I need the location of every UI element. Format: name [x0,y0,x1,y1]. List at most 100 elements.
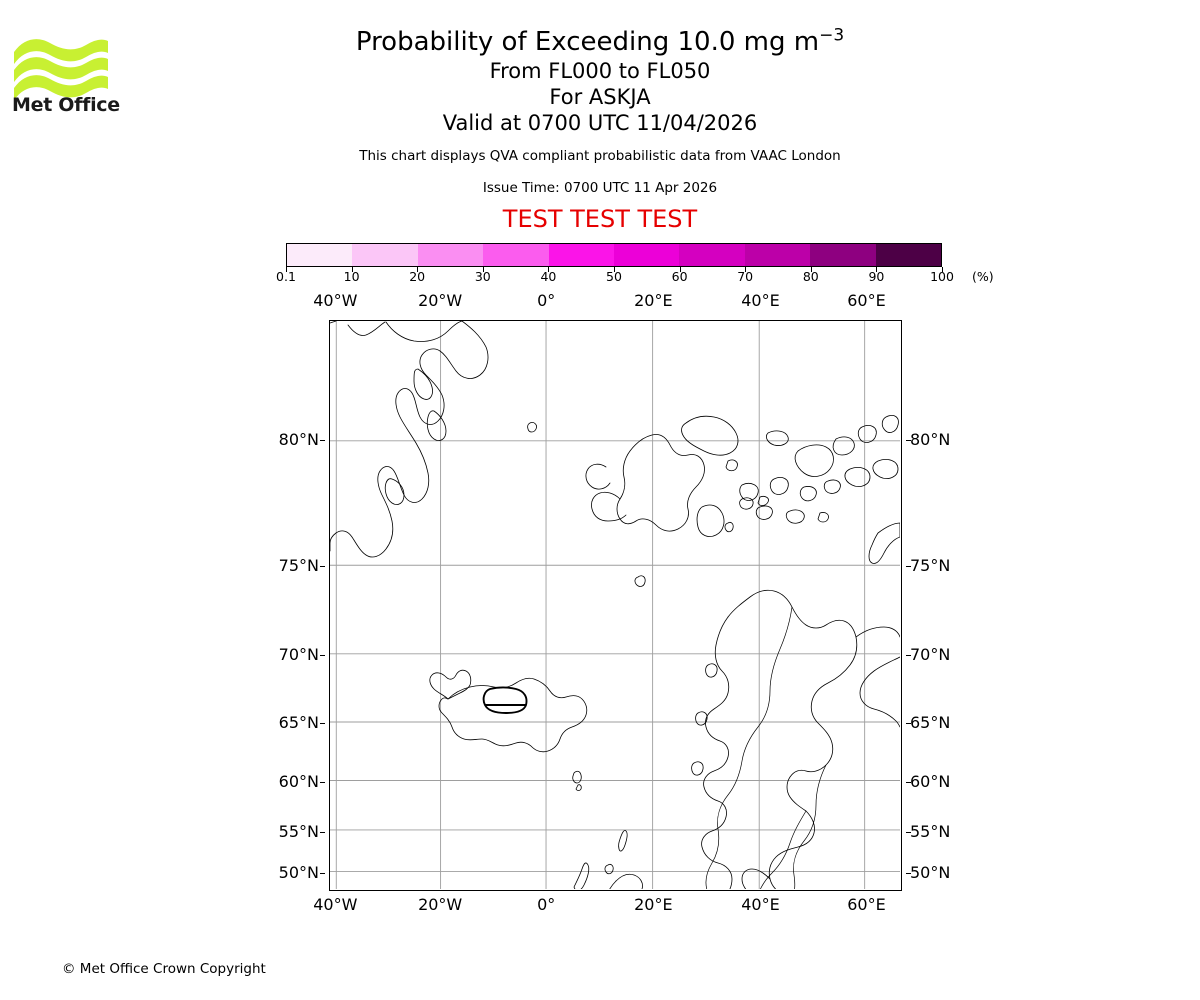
lon-label-top-20°E: 20°E [634,291,673,310]
colorbar-tick-label: 40 [540,269,557,284]
colorbar-tick [679,267,681,272]
colorbar-band-80-90 [810,244,876,266]
franz-josef-land [725,415,899,524]
latitude-labels-right: 80°N 75°N 70°N 65°N 60°N 55°N 50°N [906,320,986,891]
colorbar-tick-label: 20 [409,269,426,284]
colorbar-band-10-20 [352,244,418,266]
colorbar-band-90-100 [875,244,942,266]
lat-tick [906,873,911,875]
lat-label-left-75°N: 75°N [278,555,319,575]
longitude-labels-bottom: 40°W 20°W 0° 20°E 40°E 60°E [313,895,902,917]
colorbar-band-30-40 [483,244,549,266]
lat-label-right-75°N: 75°N [910,555,951,575]
lon-label-bottom-20°W: 20°W [418,895,463,914]
lon-label-top-40°E: 40°E [741,291,780,310]
lon-label-top-60°E: 60°E [847,291,886,310]
page-title: Probability of Exceeding 10.0 mg m−3 [355,25,845,57]
logo-text: Met Office [12,94,120,114]
colorbar-unit-label: (%) [972,269,994,284]
lat-label-right-80°N: 80°N [910,430,951,450]
lat-tick [906,565,911,567]
longitude-labels-top: 40°W 20°W 0° 20°E 40°E 60°E [313,291,902,313]
lat-label-right-50°N: 50°N [910,863,951,883]
lat-tick [320,873,325,875]
colorbar-tick [548,267,550,272]
colorbar-band-50-60 [614,244,680,266]
lat-label-right-60°N: 60°N [910,771,951,791]
colorbar-gradient [286,243,942,267]
colorbar-band-40-50 [548,244,615,266]
logo-wave-icon [14,39,108,100]
valid-time: Valid at 0700 UTC 11/04/2026 [442,111,758,135]
lon-label-bottom-60°E: 60°E [847,895,886,914]
colorbar-tick-label: 30 [474,269,491,284]
colorbar-tick [351,267,353,272]
colorbar-band-20-30 [417,244,484,266]
colorbar-tick-label: 70 [737,269,754,284]
lat-tick [320,781,325,783]
lat-tick [320,440,325,442]
lat-tick [320,654,325,656]
test-banner: TEST TEST TEST [502,205,698,233]
lat-label-left-70°N: 70°N [278,644,319,664]
lat-label-left-50°N: 50°N [278,863,319,883]
colorbar-ticks [286,267,943,277]
lon-label-bottom-20°E: 20°E [634,895,673,914]
colorbar-tick-label: 90 [868,269,885,284]
lon-label-top-40°W: 40°W [313,291,358,310]
lat-tick [906,723,911,725]
coastlines [330,321,900,889]
lon-label-bottom-40°W: 40°W [313,895,358,914]
colorbar-band-60-70 [679,244,745,266]
copyright-footer: © Met Office Crown Copyright [62,961,266,977]
issue-time: Issue Time: 0700 UTC 11 Apr 2026 [482,180,718,196]
colorbar-tick [942,267,943,272]
lat-tick [906,831,911,833]
colorbar-tick [482,267,484,272]
lat-tick [320,565,325,567]
flight-level-range: From FL000 to FL050 [489,59,711,83]
lat-tick [320,831,325,833]
colorbar-tick [417,267,419,272]
lat-label-right-65°N: 65°N [910,713,951,733]
lat-label-right-55°N: 55°N [910,821,951,841]
lat-tick [320,723,325,725]
country-borders [705,606,827,889]
met-office-logo: Met Office [12,22,122,114]
colorbar-tick-label: 0.1 [276,269,296,284]
colorbar-band-0.1-10 [287,244,353,266]
map-canvas [330,321,900,889]
colorbar-tick-label: 100 [930,269,954,284]
colorbar-tick [286,267,287,272]
colorbar-tick-label: 10 [343,269,360,284]
colorbar-tick [810,267,812,272]
lat-label-right-70°N: 70°N [910,644,951,664]
lat-tick [906,654,911,656]
map-graticule [330,321,900,889]
lat-tick [906,440,911,442]
compliance-note: This chart displays QVA compliant probab… [359,148,841,164]
volcano-name: For ASKJA [549,85,651,109]
lat-tick [906,781,911,783]
colorbar-band-70-80 [744,244,811,266]
colorbar-tick-label: 50 [606,269,622,284]
colorbar-tick [876,267,878,272]
latitude-labels-left: 80°N 75°N 70°N 65°N 60°N 55°N 50°N [249,320,325,891]
lon-label-top-0°: 0° [537,291,556,310]
lon-label-bottom-40°E: 40°E [741,895,780,914]
colorbar-tick-label: 60 [671,269,688,284]
lon-label-bottom-0°: 0° [537,895,556,914]
colorbar-tick-label: 80 [802,269,819,284]
colorbar-tick [745,267,747,272]
lat-label-left-65°N: 65°N [278,713,319,733]
colorbar-tick [614,267,615,272]
title-exponent: −3 [819,25,845,46]
polar-stereographic-map[interactable] [329,320,902,891]
lon-label-top-20°W: 20°W [418,291,463,310]
lat-label-left-80°N: 80°N [278,430,319,450]
chart-header: Probability of Exceeding 10.0 mg m−3 Fro… [0,0,1200,233]
colorbar-tick-labels: 0.1 10 20 30 40 50 60 70 80 90 100 [276,269,954,287]
lat-label-left-60°N: 60°N [278,771,319,791]
probability-colorbar [286,243,942,267]
lat-label-left-55°N: 55°N [278,821,319,841]
